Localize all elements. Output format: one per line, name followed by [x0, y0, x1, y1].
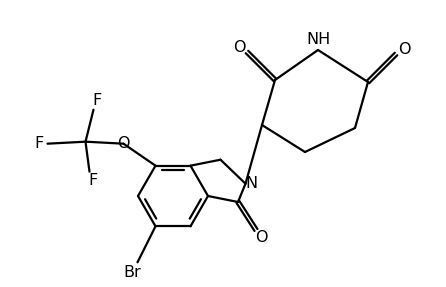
Text: NH: NH [306, 32, 330, 48]
Text: N: N [245, 176, 257, 191]
Text: F: F [92, 93, 101, 108]
Text: O: O [255, 230, 267, 245]
Text: O: O [398, 42, 410, 57]
Text: O: O [233, 40, 245, 55]
Text: O: O [117, 136, 130, 151]
Text: F: F [35, 136, 44, 151]
Text: Br: Br [124, 265, 141, 280]
Text: F: F [88, 173, 97, 188]
